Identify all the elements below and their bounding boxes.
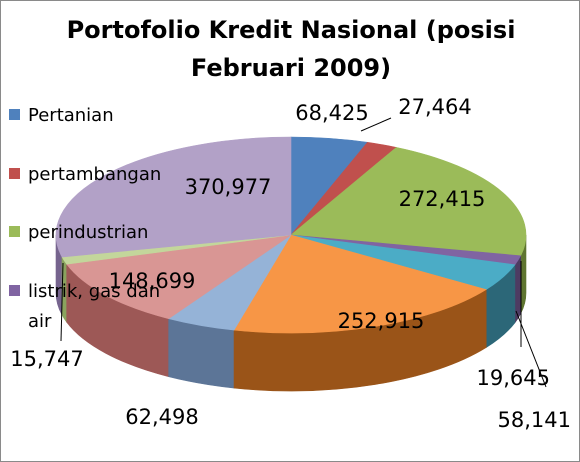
data-labels: 68,425 27,464 272,415 19,645 58,141 252,915 62… <box>10 95 571 432</box>
leader-line-2 <box>360 117 392 132</box>
data-label-10: 370,977 <box>185 175 272 199</box>
data-label-8: 148,699 <box>109 269 196 293</box>
data-label-5: 58,141 <box>498 408 571 432</box>
pie-side-4 <box>514 255 521 324</box>
legend-label-4: listrik, gas dan air <box>28 281 160 332</box>
data-label-4: 19,645 <box>477 366 550 390</box>
legend-label-3: perindustrian <box>28 222 148 243</box>
chart-title-line-2: Februari 2009) <box>191 54 391 82</box>
pie-slice-8 <box>66 234 292 319</box>
legend-swatch-2 <box>9 168 20 179</box>
data-label-2: 27,464 <box>398 95 471 119</box>
chart-title: Portofolio Kredit Nasional (posisi Febru… <box>67 16 516 82</box>
leader-line-5 <box>515 310 547 388</box>
pie-slice-3 <box>290 147 527 257</box>
legend-swatch-1 <box>9 109 20 120</box>
chart-title-line-1: Portofolio Kredit Nasional (posisi <box>67 16 516 44</box>
data-label-9: 15,747 <box>10 347 83 371</box>
data-label-6: 252,915 <box>338 309 425 333</box>
data-label-7: 62,498 <box>125 405 198 429</box>
data-label-1: 68,425 <box>295 101 368 125</box>
pie-slice-10 <box>55 136 292 258</box>
legend-label-2: pertambangan <box>28 164 161 185</box>
legend-swatch-3 <box>9 226 20 237</box>
legend-swatch-4 <box>9 285 20 296</box>
pie-layer <box>55 136 527 392</box>
data-label-3: 272,415 <box>399 187 486 211</box>
legend-label-1: Pertanian <box>28 105 114 126</box>
leader-line-9 <box>60 262 64 342</box>
pie-slice-6 <box>233 234 487 334</box>
legend: Pertanian pertambangan perindustrian listri… <box>9 105 161 332</box>
